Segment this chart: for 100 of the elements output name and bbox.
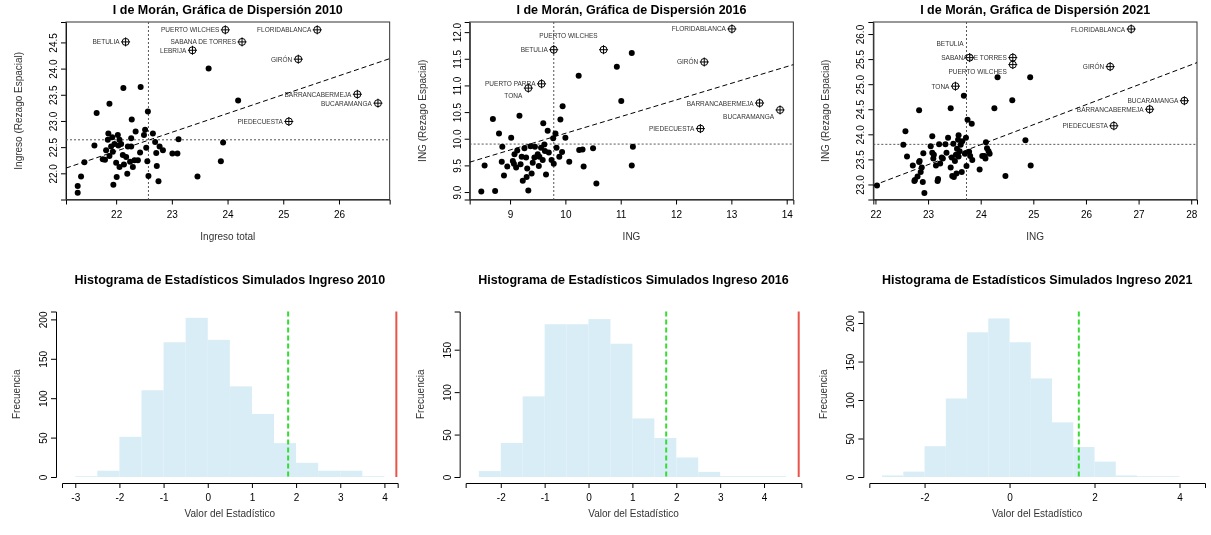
point: [220, 24, 231, 35]
x-tick-label: -2: [115, 492, 125, 503]
x-tick-label: 14: [781, 208, 794, 220]
y-tick-label: 11.0: [451, 76, 463, 96]
x-axis-title: ING: [622, 230, 641, 242]
point: [120, 36, 131, 47]
point: [548, 44, 559, 55]
point: [950, 81, 961, 92]
y-tick-label: 23.0: [48, 111, 59, 132]
x-tick-label: 12: [670, 208, 683, 220]
x-tick-label: 22: [870, 208, 882, 220]
x-tick-label: 27: [1133, 208, 1146, 220]
x-tick-label: 2: [1092, 492, 1099, 503]
y-tick-label: 100: [441, 383, 453, 401]
y-axis-title: Frecuencia: [414, 369, 426, 419]
y-tick-label: 10.0: [451, 129, 463, 149]
x-tick-label: 11: [616, 208, 627, 220]
y-tick-label: 22.5: [48, 137, 59, 158]
x-tick-label: 2: [674, 492, 680, 503]
y-axis-title: ING (Rezago Espacial): [416, 59, 428, 162]
y-tick-label: 150: [441, 341, 453, 359]
point: [1126, 24, 1137, 35]
y-tick-label: 100: [845, 391, 857, 409]
y-tick-label: 100: [38, 389, 49, 408]
y-tick-label: 23.5: [48, 85, 59, 106]
y-tick-label: 0: [845, 474, 857, 481]
point: [283, 116, 294, 127]
chart-title: Histograma de Estadísticos Simulados Ingreso 2016: [478, 272, 789, 287]
point: [312, 24, 323, 35]
y-tick-label: 25.0: [855, 74, 867, 95]
y-tick-label: 23.0: [855, 174, 867, 195]
point: [775, 104, 786, 115]
x-tick-label: 2: [293, 492, 300, 503]
x-axis-title: Valor del Estadístico: [991, 508, 1083, 519]
y-axis-title: Frecuencia: [818, 369, 830, 419]
y-tick-label: 24.0: [48, 58, 59, 79]
chart-title: Histograma de Estadísticos Simulados Ingreso 2021: [881, 272, 1193, 287]
y-tick-label: 12.0: [451, 22, 463, 43]
point: [598, 44, 609, 55]
y-tick-label: 150: [38, 350, 49, 368]
y-tick-label: 0: [38, 474, 49, 481]
x-tick-label: -2: [920, 492, 930, 503]
x-tick-label: 1: [249, 492, 256, 503]
point: [1007, 59, 1018, 70]
x-axis-title: ING: [1026, 230, 1045, 242]
y-axis-title: ING (Rezago Espacial): [820, 59, 832, 162]
x-tick-label: 1: [630, 492, 637, 503]
y-tick-label: 11.5: [451, 49, 463, 69]
point: [1105, 61, 1116, 72]
y-tick-label: 50: [441, 429, 453, 441]
x-tick-label: 24: [222, 208, 235, 220]
x-tick-label: -2: [496, 492, 507, 503]
y-axis-title: Frecuencia: [11, 369, 22, 419]
chart-title: I de Morán, Gráfica de Dispersión 2016: [516, 3, 747, 17]
y-tick-label: 25.5: [855, 49, 867, 70]
x-tick-label: 13: [726, 208, 738, 220]
y-tick-label: 200: [38, 311, 49, 329]
x-axis-title: Valor del Estadístico: [184, 508, 276, 519]
x-tick-label: -1: [540, 492, 551, 503]
x-tick-label: 25: [1028, 208, 1040, 220]
point: [754, 98, 765, 109]
x-tick-label: 0: [205, 492, 212, 503]
point: [187, 45, 198, 56]
x-axis-title: Valor del Estadístico: [588, 508, 680, 519]
point: [352, 89, 363, 100]
y-tick-label: 22.0: [48, 163, 59, 184]
point: [1144, 104, 1155, 115]
y-tick-label: 10.5: [451, 102, 463, 123]
point: [695, 123, 706, 134]
x-tick-label: 22: [111, 208, 123, 220]
x-tick-label: 9: [507, 208, 514, 220]
x-tick-label: 3: [337, 492, 344, 503]
x-tick-label: 10: [560, 208, 572, 220]
y-tick-label: 0: [441, 474, 453, 481]
x-tick-label: -3: [71, 492, 81, 503]
point: [293, 54, 304, 65]
y-tick-label: 23.5: [855, 149, 867, 170]
y-tick-label: 200: [845, 314, 857, 332]
x-tick-label: 23: [166, 208, 179, 220]
point: [726, 23, 737, 34]
x-tick-label: 4: [382, 492, 389, 503]
x-tick-label: -1: [159, 492, 169, 503]
x-tick-label: 0: [586, 492, 593, 503]
y-tick-label: 150: [845, 353, 857, 371]
x-tick-label: 28: [1186, 208, 1198, 220]
x-axis-title: Ingreso total: [200, 230, 256, 242]
y-tick-label: 24.5: [855, 99, 867, 120]
x-tick-label: 0: [1007, 492, 1014, 503]
point: [1007, 52, 1018, 63]
x-tick-label: 25: [278, 208, 290, 220]
point: [237, 36, 248, 47]
x-tick-label: 23: [923, 208, 935, 220]
point: [1108, 120, 1119, 131]
chart-title: I de Morán, Gráfica de Dispersión 2010: [112, 3, 343, 17]
y-tick-label: 24.5: [48, 32, 59, 53]
x-tick-label: 4: [1177, 492, 1184, 503]
chart-title: I de Morán, Gráfica de Dispersión 2021: [920, 3, 1151, 17]
y-tick-label: 9.5: [451, 158, 463, 173]
point: [699, 56, 710, 67]
y-tick-label: 24.0: [855, 124, 867, 145]
